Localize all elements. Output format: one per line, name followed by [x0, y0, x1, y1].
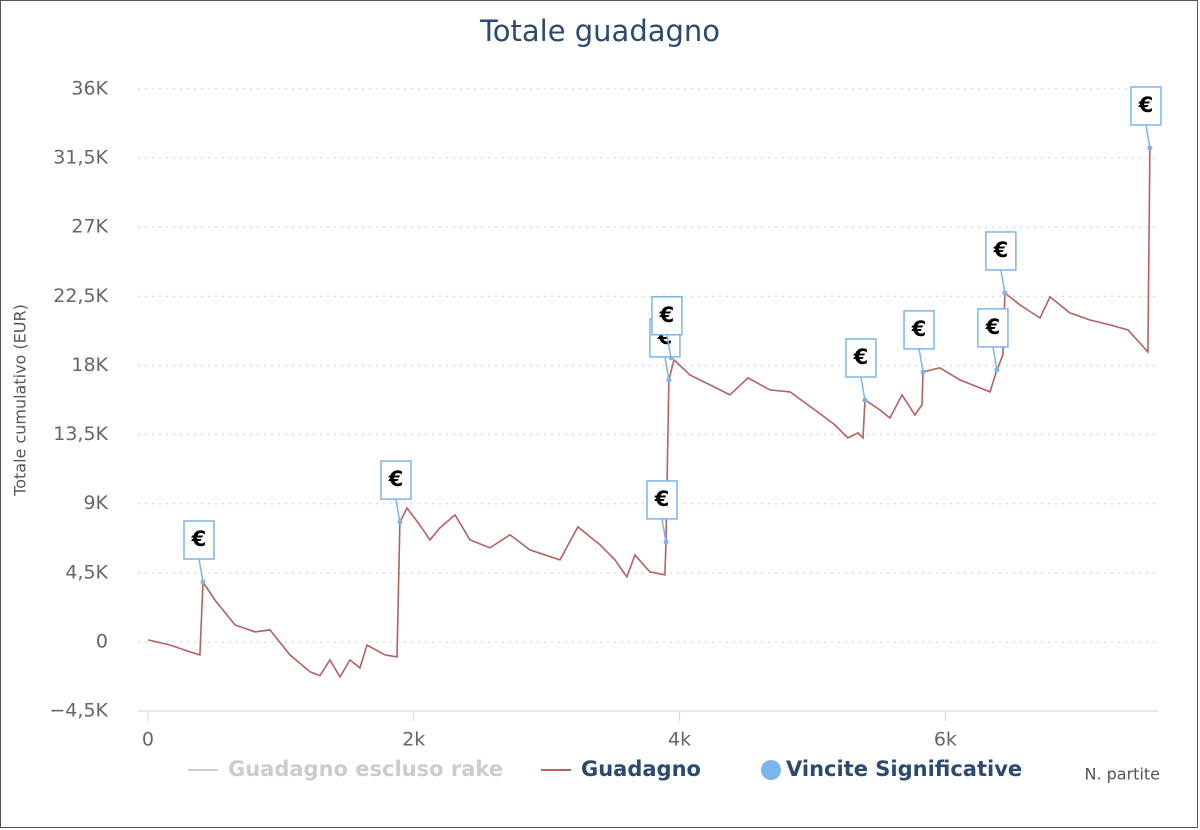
y-tick-label: 22,5K: [53, 285, 108, 307]
flag: €: [903, 310, 935, 373]
flag-label: €: [659, 303, 675, 327]
y-tick-label: 0: [96, 630, 108, 652]
flag-label: €: [654, 487, 670, 511]
flag-label: €: [853, 345, 869, 369]
flag-connector: [1000, 269, 1006, 294]
flag: €: [646, 480, 678, 543]
flag-box: [977, 308, 1009, 348]
flag-box: [1130, 86, 1162, 126]
flag-box: [646, 480, 678, 520]
y-tick-label: 31,5K: [53, 147, 108, 169]
y-tick-label: 13,5K: [53, 423, 108, 445]
legend-label[interactable]: Vincite Significative: [786, 757, 1022, 781]
y-tick-label: 4,5K: [65, 561, 108, 583]
chart-title: Totale guadagno: [479, 14, 720, 48]
flag-box: [985, 231, 1017, 271]
flag-box: [903, 310, 935, 350]
flag: €: [845, 338, 877, 401]
flag-label: €: [191, 527, 207, 551]
flag-label: €: [985, 315, 1001, 339]
y-tick-label: 36K: [71, 78, 108, 100]
flag-connector: [664, 356, 670, 381]
y-tick-label: 9K: [83, 492, 108, 514]
y-tick-label: −4,5K: [49, 700, 108, 722]
y-axis-title: Totale cumulativo (EUR): [11, 304, 30, 497]
flag-connector: [1145, 124, 1151, 149]
legend-label[interactable]: Guadagno escluso rake: [228, 757, 503, 781]
flag-connector: [860, 376, 866, 401]
flag-box: [845, 338, 877, 378]
line: [147, 147, 1151, 679]
flag-box: [183, 520, 215, 560]
flag-box: [380, 460, 412, 500]
legend-label[interactable]: Guadagno: [581, 757, 701, 781]
flag: €: [183, 520, 215, 583]
flag-connector: [666, 334, 672, 358]
flag-label: €: [993, 238, 1009, 262]
x-tick-label: 2k: [402, 729, 425, 751]
flag-connector: [661, 518, 667, 543]
flag: €: [380, 460, 412, 523]
x-tick-label: 4k: [668, 729, 691, 751]
flag: €: [1130, 86, 1162, 149]
flag-connector: [992, 346, 998, 371]
y-tick-label: 27K: [71, 216, 108, 238]
flag-label: €: [388, 467, 404, 491]
flag-connector: [918, 348, 924, 373]
x-tick-label: 0: [142, 729, 154, 751]
y-tick-label: 18K: [71, 354, 108, 376]
flag-connector: [198, 558, 204, 583]
flag: €: [651, 296, 683, 358]
flag-connector: [395, 498, 401, 523]
x-axis-title: N. partite: [1084, 765, 1160, 784]
flag-label: €: [1138, 93, 1154, 117]
flag-label: €: [911, 317, 927, 341]
flag: €: [985, 231, 1017, 294]
x-tick-label: 6k: [934, 729, 957, 751]
flag: €: [977, 308, 1009, 371]
legend-symbol: [761, 760, 781, 780]
flag-box: [651, 296, 683, 336]
